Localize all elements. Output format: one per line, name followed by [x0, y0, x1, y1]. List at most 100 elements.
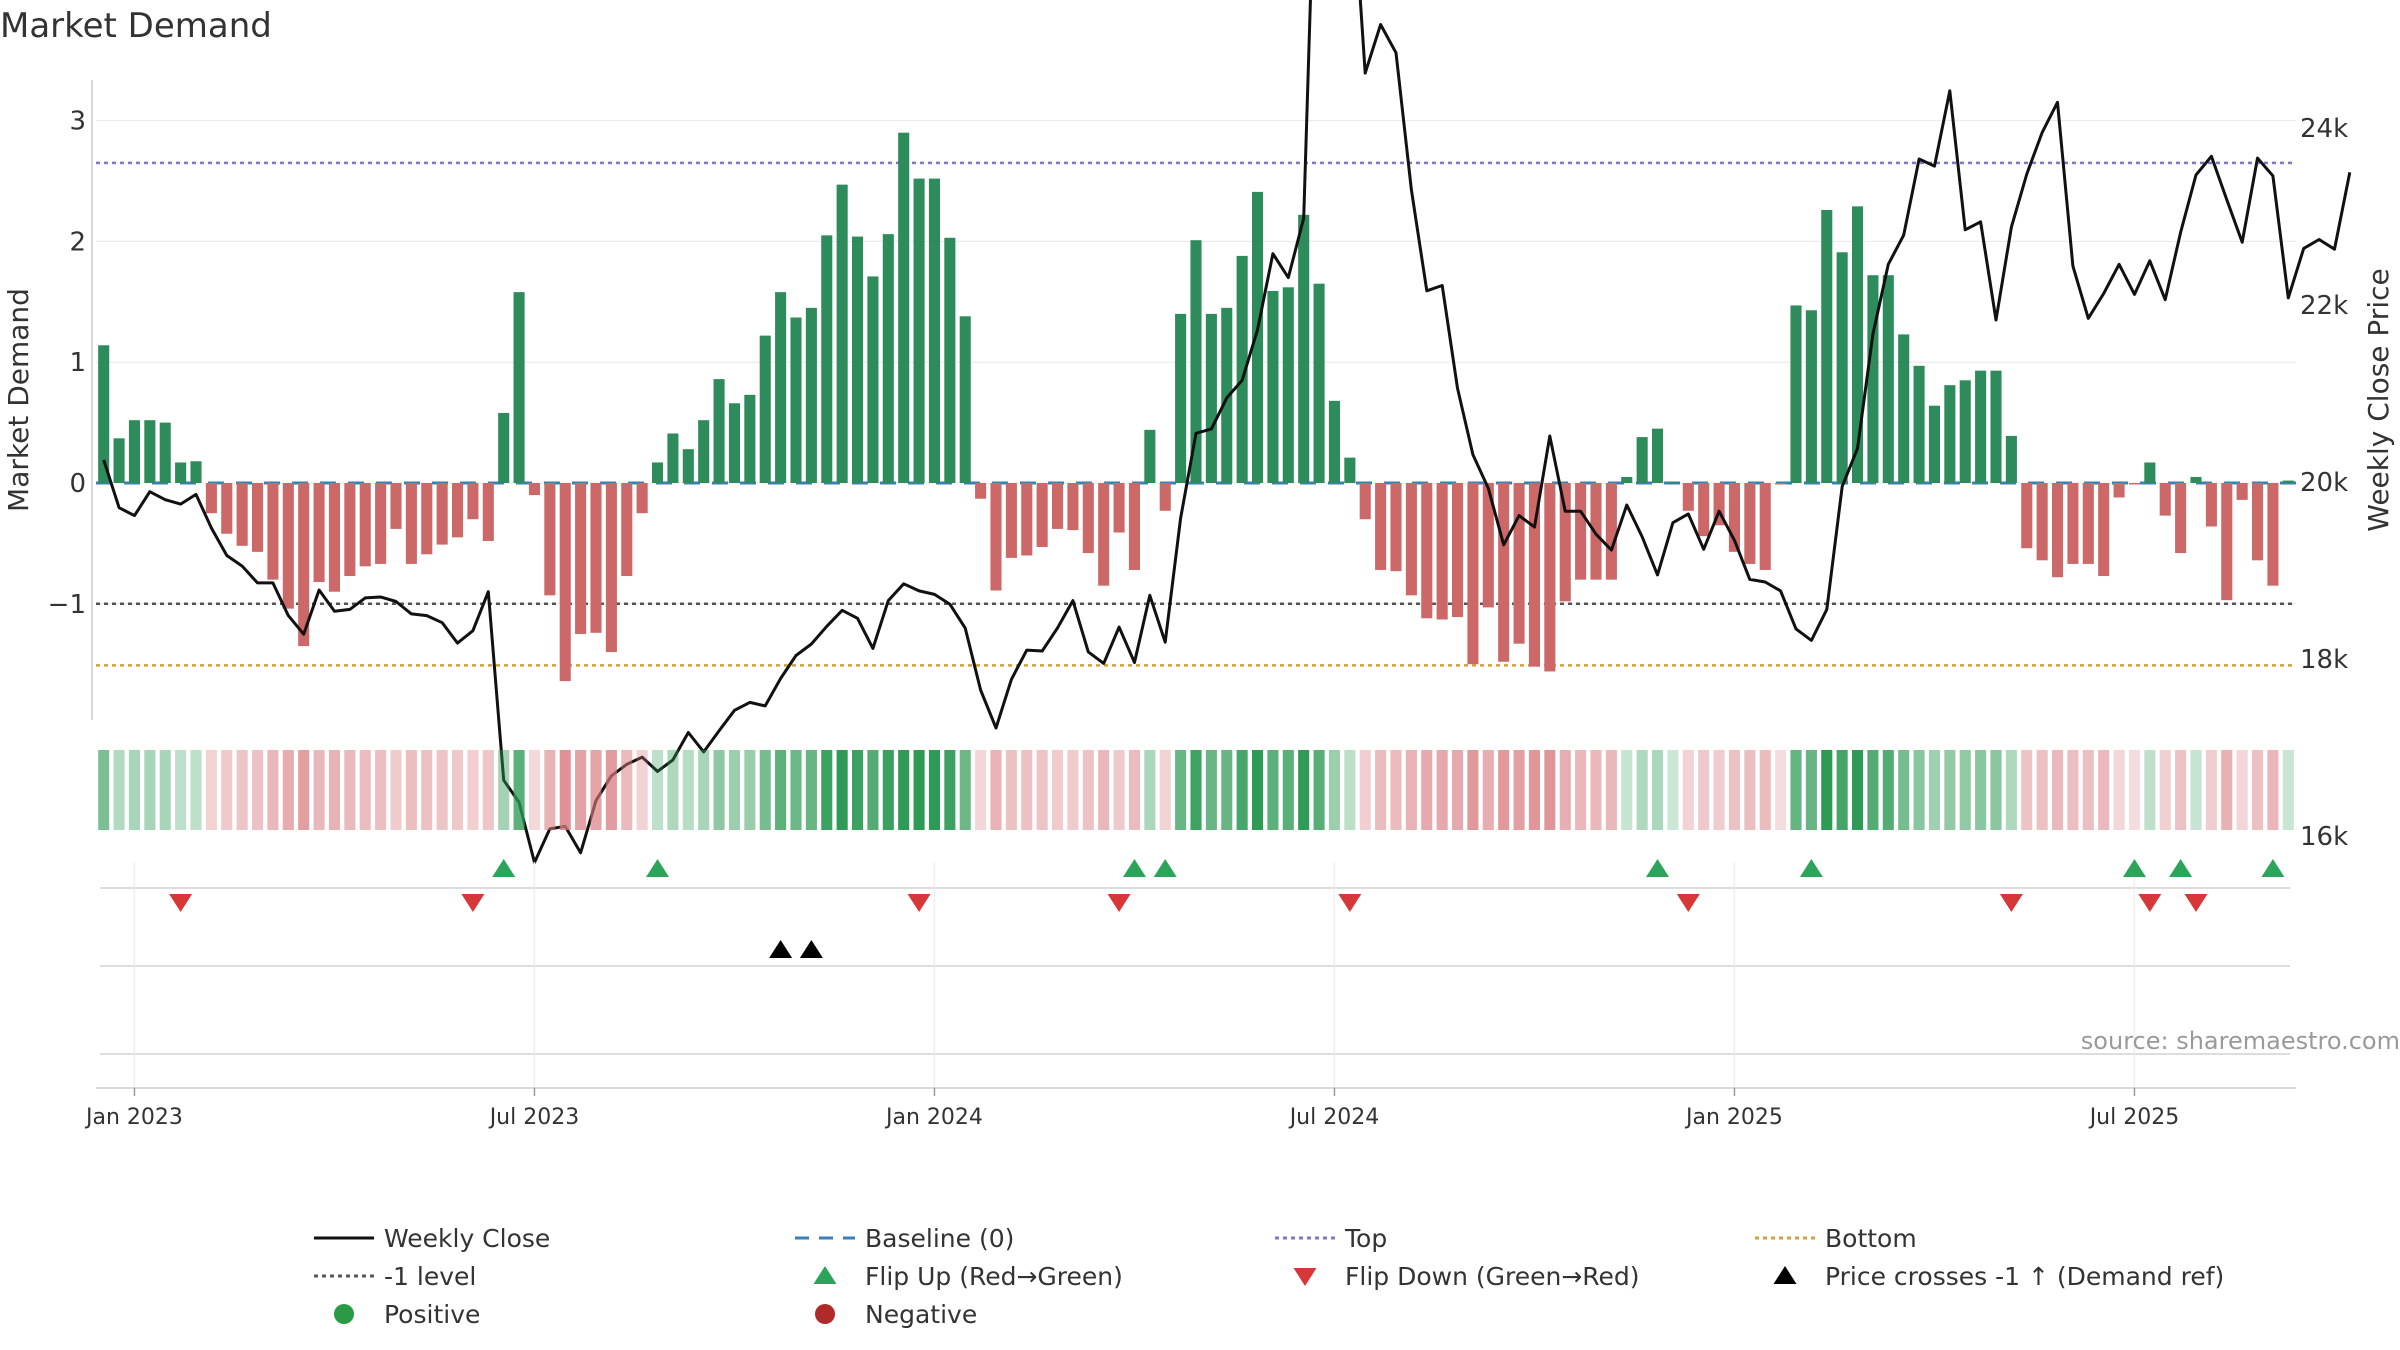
bar-positive	[144, 420, 156, 483]
strip-cell	[2052, 750, 2064, 830]
bar-positive	[1298, 214, 1310, 483]
strip-cell	[775, 750, 787, 830]
bar-negative	[328, 483, 340, 592]
bar-negative	[1744, 483, 1756, 564]
bar-positive	[190, 461, 202, 483]
strip-cell	[1405, 750, 1417, 830]
strip-cell	[1698, 750, 1710, 830]
strip-cell	[390, 750, 402, 830]
legend-item: Flip Up (Red→Green)	[813, 1262, 1123, 1291]
bar-negative	[221, 483, 233, 534]
strip-cell	[821, 750, 833, 830]
strip-cell	[682, 750, 694, 830]
strip-cell	[1005, 750, 1017, 830]
strip-cell	[728, 750, 740, 830]
bar-positive	[1944, 385, 1956, 483]
strip-cell	[882, 750, 894, 830]
strip-cell	[1205, 750, 1217, 830]
bar-positive	[928, 178, 940, 484]
bar-negative	[2082, 483, 2094, 564]
strip-cell	[236, 750, 248, 830]
bar-positive	[1621, 476, 1633, 483]
strip-cell	[1759, 750, 1771, 830]
legend-label: Bottom	[1825, 1224, 1917, 1253]
bar-negative	[252, 483, 264, 552]
strip-cell	[1959, 750, 1971, 830]
bar-positive	[159, 422, 171, 483]
legend-label: Price crosses -1 ↑ (Demand ref)	[1825, 1262, 2224, 1291]
strip-cell	[559, 750, 571, 830]
bar-negative	[1559, 483, 1571, 602]
strip-cell	[852, 750, 864, 830]
bar-negative	[2052, 483, 2064, 578]
bar-negative	[1482, 483, 1494, 608]
strip-cell	[2067, 750, 2079, 830]
strip-cell	[867, 750, 879, 830]
strip-cell	[1652, 750, 1664, 830]
bar-negative	[390, 483, 402, 529]
strip-cell	[2267, 750, 2279, 830]
strip-cell	[1313, 750, 1325, 830]
legend-item: Bottom	[1755, 1224, 1917, 1253]
strip-cell	[498, 750, 510, 830]
strip-cell	[1159, 750, 1171, 830]
flip-down-marker	[2138, 894, 2162, 912]
price-cross-marker	[799, 940, 823, 958]
bar-positive	[882, 234, 894, 483]
strip-cell	[1282, 750, 1294, 830]
bar-positive	[1882, 275, 1894, 483]
y-tick-label: −1	[48, 590, 86, 620]
strip-cell	[1636, 750, 1648, 830]
source-note: source: sharemaestro.com	[2081, 1027, 2400, 1055]
strip-cell	[1559, 750, 1571, 830]
strip-cell	[1990, 750, 2002, 830]
bar-negative	[575, 483, 587, 634]
weekly-close-line	[102, 0, 2352, 864]
legend-label: Negative	[865, 1300, 977, 1329]
bar-positive	[821, 235, 833, 483]
bar-positive	[1821, 209, 1833, 483]
y2-axis-label: Weekly Close Price	[2362, 268, 2395, 531]
bar-negative	[2205, 483, 2217, 527]
bar-positive	[1252, 191, 1264, 483]
strip-cell	[2236, 750, 2248, 830]
strip-cell	[405, 750, 417, 830]
strip-cell	[2282, 750, 2294, 830]
legend-item: Positive	[334, 1300, 480, 1329]
strip-cell	[1390, 750, 1402, 830]
strip-cell	[205, 750, 217, 830]
bar-positive	[1344, 457, 1356, 483]
bar-negative	[1052, 483, 1064, 529]
legend-item: Top	[1275, 1224, 1387, 1253]
strip-cell	[144, 750, 156, 830]
strip-cell	[1436, 750, 1448, 830]
bar-negative	[1467, 483, 1479, 665]
strip-cell	[1498, 750, 1510, 830]
bar-negative	[1728, 483, 1740, 552]
bar-positive	[944, 237, 956, 483]
strip-cell	[990, 750, 1002, 830]
bar-negative	[1390, 483, 1402, 572]
bar-negative	[205, 483, 217, 514]
bar-positive	[728, 403, 740, 483]
strip-cell	[1052, 750, 1064, 830]
strip-cell	[1328, 750, 1340, 830]
bar-positive	[1282, 287, 1294, 483]
bar-positive	[713, 379, 725, 483]
strip-cell	[1805, 750, 1817, 830]
bar-positive	[898, 132, 910, 483]
strip-cell	[636, 750, 648, 830]
y2-tick-label: 16k	[2300, 822, 2348, 852]
bar-positive	[1636, 437, 1648, 483]
bar-negative	[359, 483, 371, 567]
strip-cell	[98, 750, 110, 830]
bar-negative	[482, 483, 494, 541]
event-markers	[100, 859, 2290, 1090]
strip-cell	[452, 750, 464, 830]
bar-negative	[1421, 483, 1433, 619]
x-tick-label: Jan 2023	[84, 1105, 183, 1130]
legend-item: Negative	[815, 1300, 977, 1329]
chart-title: Market Demand	[0, 6, 272, 46]
bar-positive	[1313, 283, 1325, 483]
